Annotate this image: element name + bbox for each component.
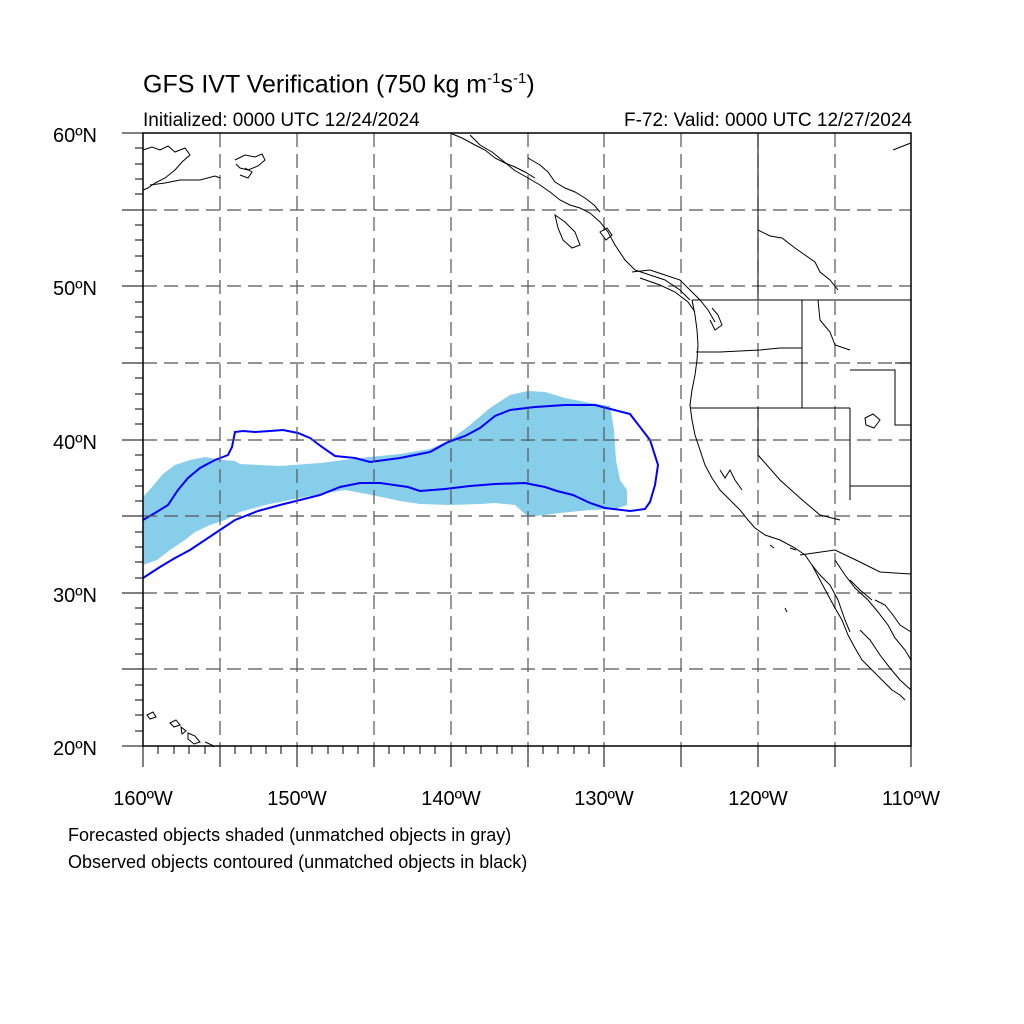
map-title-main: GFS IVT Verification (750 kg m	[143, 70, 488, 99]
coastlines	[142, 132, 912, 748]
lon-label-150w: 150ºW	[267, 788, 327, 810]
lat-label-20: 20ºN	[53, 738, 97, 760]
tick-marks	[122, 132, 912, 767]
forecast-ivt-object	[143, 391, 627, 565]
gridlines	[143, 133, 911, 746]
map-title-exp1: -1	[487, 70, 501, 87]
lon-label-160w: 160ºW	[113, 788, 173, 810]
lat-label-60: 60ºN	[53, 125, 97, 147]
map-title-exp2: -1	[512, 70, 527, 87]
lat-label-50: 50ºN	[53, 278, 97, 300]
valid-time: F-72: Valid: 0000 UTC 12/27/2024	[624, 110, 912, 131]
lon-label-110w: 110ºW	[882, 788, 940, 810]
minor-tick-marks	[135, 147, 590, 754]
map-title-end: )	[526, 70, 535, 99]
lon-label-140w: 140ºW	[421, 788, 481, 810]
legend-note-observed: Observed objects contoured (unmatched ob…	[68, 852, 528, 872]
lat-label-40: 40ºN	[53, 432, 97, 454]
observed-ivt-contour	[142, 404, 660, 579]
map-title: GFS IVT Verification (750 kg m-1s-1)	[143, 70, 535, 99]
lon-label-120w: 120ºW	[728, 788, 788, 810]
initialized-time: Initialized: 0000 UTC 12/24/2024	[143, 110, 420, 131]
legend-note-forecast: Forecasted objects shaded (unmatched obj…	[68, 825, 512, 845]
lon-label-130w: 130ºW	[574, 788, 634, 810]
map-title-mid: s	[500, 70, 513, 99]
lat-label-30: 30ºN	[53, 585, 97, 607]
